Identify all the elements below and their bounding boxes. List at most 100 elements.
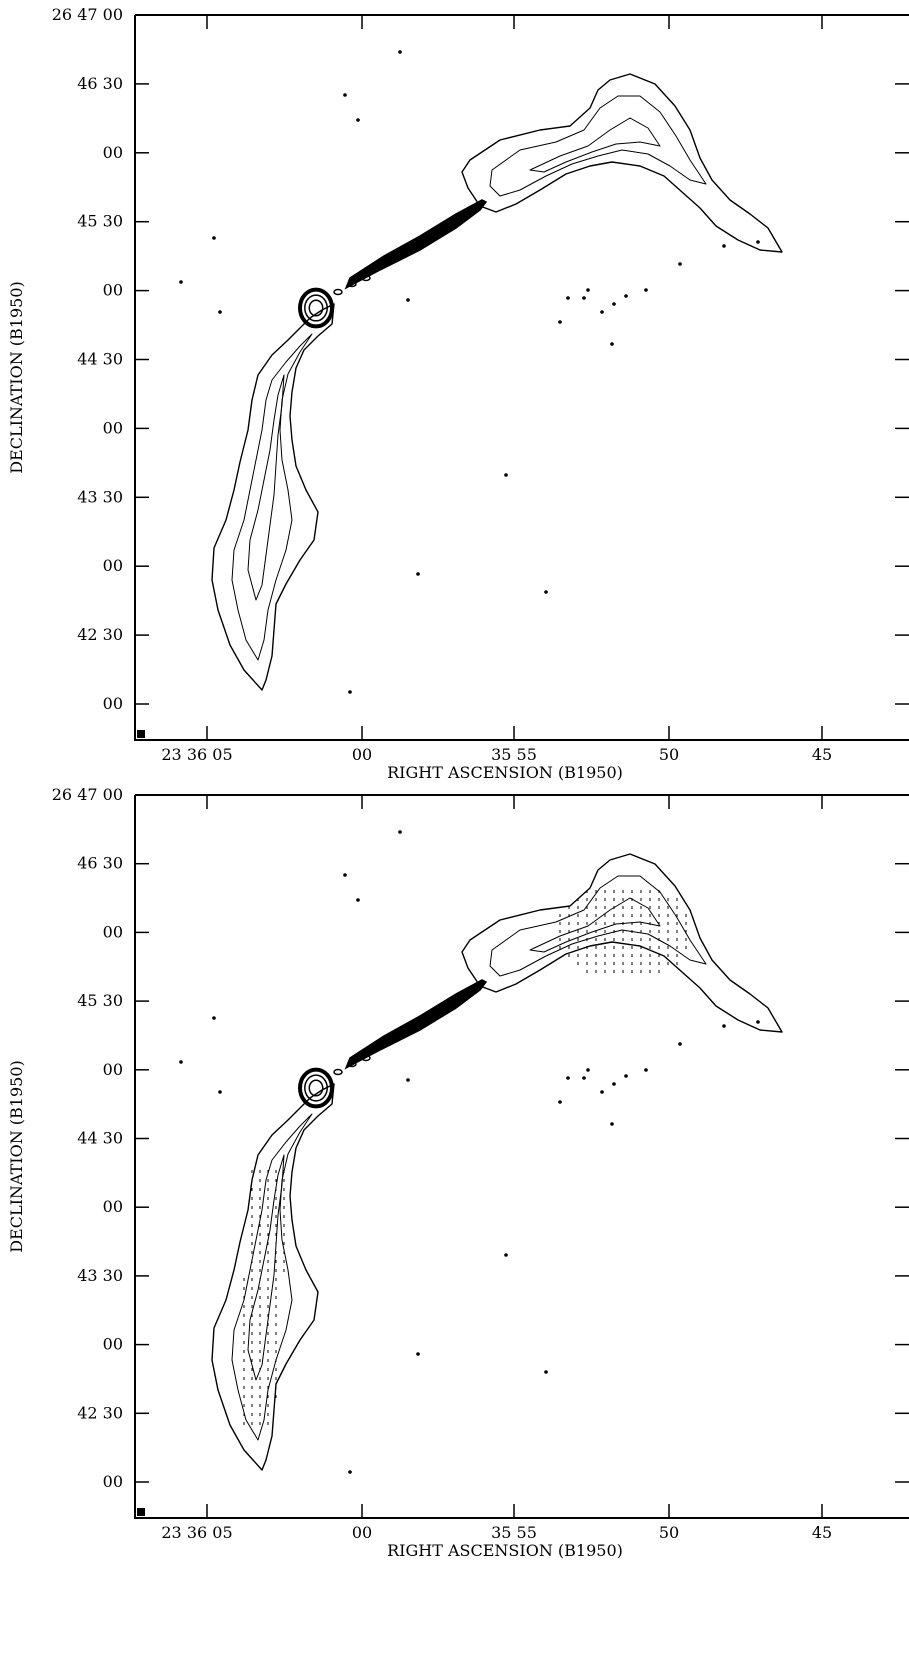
noise-speck (416, 572, 420, 576)
y-tick-label: 26 47 00 (52, 5, 123, 24)
noise-speck (356, 898, 360, 902)
y-tick-label: 00 (103, 922, 123, 941)
noise-speck (343, 873, 347, 877)
noise-speck (722, 244, 726, 248)
x-tick-label: 35 55 (491, 1523, 537, 1542)
y-tick-label: 44 30 (77, 1129, 123, 1148)
x-axis-label: RIGHT ASCENSION (B1950) (387, 1541, 623, 1560)
plot-frame (134, 794, 909, 1519)
noise-speck (348, 690, 352, 694)
southern-jet-contour (211, 303, 335, 691)
noise-speck (348, 1470, 352, 1474)
radio-source-contours (179, 830, 783, 1474)
noise-speck (398, 50, 402, 54)
plot-frame (134, 14, 909, 741)
noise-speck (644, 1068, 648, 1072)
jet-knot (361, 274, 371, 282)
noise-speck (566, 1076, 570, 1080)
core-contour (304, 1074, 328, 1102)
x-tick-label: 45 (812, 745, 832, 764)
noise-speck (212, 1016, 216, 1020)
noise-speck (678, 1042, 682, 1046)
southern-jet-contour (211, 1083, 335, 1471)
noise-speck (544, 1370, 548, 1374)
noise-speck (212, 236, 216, 240)
polarization-vectors (243, 890, 687, 1425)
northern-jet (344, 199, 488, 290)
noise-speck (644, 288, 648, 292)
noise-speck (586, 288, 590, 292)
x-tick-label: 45 (812, 1523, 832, 1542)
noise-speck (504, 1253, 508, 1257)
noise-speck (416, 1352, 420, 1356)
noise-speck (218, 1090, 222, 1094)
jet-knot (361, 1054, 371, 1062)
y-tick-label: 43 30 (77, 487, 123, 506)
noise-speck (406, 298, 410, 302)
x-tick-label: 50 (659, 745, 679, 764)
jet-knot (347, 280, 357, 288)
noise-speck (610, 342, 614, 346)
noise-speck (179, 1060, 183, 1064)
y-tick-label: 00 (103, 1335, 123, 1354)
northern-lobe-contour (461, 73, 783, 253)
y-tick-label: 00 (103, 418, 123, 437)
southern-jet-contour (231, 1113, 313, 1441)
noise-speck (398, 830, 402, 834)
noise-speck (356, 118, 360, 122)
noise-speck (406, 1078, 410, 1082)
y-tick-label: 46 30 (77, 854, 123, 873)
noise-speck (566, 296, 570, 300)
y-tick-label: 45 30 (77, 212, 123, 231)
noise-speck (504, 473, 508, 477)
noise-speck (624, 1074, 628, 1078)
noise-speck (624, 294, 628, 298)
jet-knot (333, 288, 343, 296)
noise-speck (612, 1082, 616, 1086)
x-axis-label: RIGHT ASCENSION (B1950) (387, 763, 623, 782)
noise-speck (678, 262, 682, 266)
core-contour (298, 287, 334, 329)
northern-lobe-contour (529, 897, 661, 953)
noise-speck (343, 93, 347, 97)
x-tick-label: 23 36 05 (161, 1523, 232, 1542)
core-contour (304, 294, 328, 322)
core-contour (308, 299, 324, 317)
northern-lobe-contour (489, 875, 707, 977)
noise-speck (218, 310, 222, 314)
x-tick-label: 00 (352, 1523, 372, 1542)
noise-speck (612, 302, 616, 306)
northern-lobe-contour (489, 95, 707, 197)
noise-speck (756, 240, 760, 244)
y-tick-label: 00 (103, 694, 123, 713)
y-tick-label: 00 (103, 1060, 123, 1079)
x-tick-label: 35 55 (491, 745, 537, 764)
y-axis-label: DECLINATION (B1950) (7, 281, 26, 474)
y-tick-label: 00 (103, 556, 123, 575)
y-tick-label: 46 30 (77, 74, 123, 93)
noise-speck (756, 1020, 760, 1024)
noise-speck (600, 310, 604, 314)
y-axis-label: DECLINATION (B1950) (7, 1060, 26, 1253)
beam-marker (137, 730, 145, 738)
southern-jet-contour (247, 1154, 285, 1381)
noise-speck (544, 590, 548, 594)
y-tick-label: 26 47 00 (52, 785, 123, 804)
noise-speck (586, 1068, 590, 1072)
y-tick-label: 43 30 (77, 1266, 123, 1285)
x-tick-label: 00 (352, 745, 372, 764)
panel-bottom: 26 47 00 46 30 00 45 30 00 44 30 00 43 30 00 42 3… (7, 785, 909, 1560)
y-tick-label: 00 (103, 1197, 123, 1216)
jet-knot (347, 1060, 357, 1068)
core-contour (298, 1067, 334, 1109)
southern-jet-contour (247, 374, 285, 601)
y-tick-label: 00 (103, 143, 123, 162)
jet-knot (333, 1068, 343, 1076)
y-tick-label: 42 30 (77, 1403, 123, 1422)
northern-lobe-contour (461, 853, 783, 1033)
noise-speck (179, 280, 183, 284)
x-tick-label: 23 36 05 (161, 745, 232, 764)
beam-marker (137, 1508, 145, 1516)
y-tick-label: 44 30 (77, 350, 123, 369)
